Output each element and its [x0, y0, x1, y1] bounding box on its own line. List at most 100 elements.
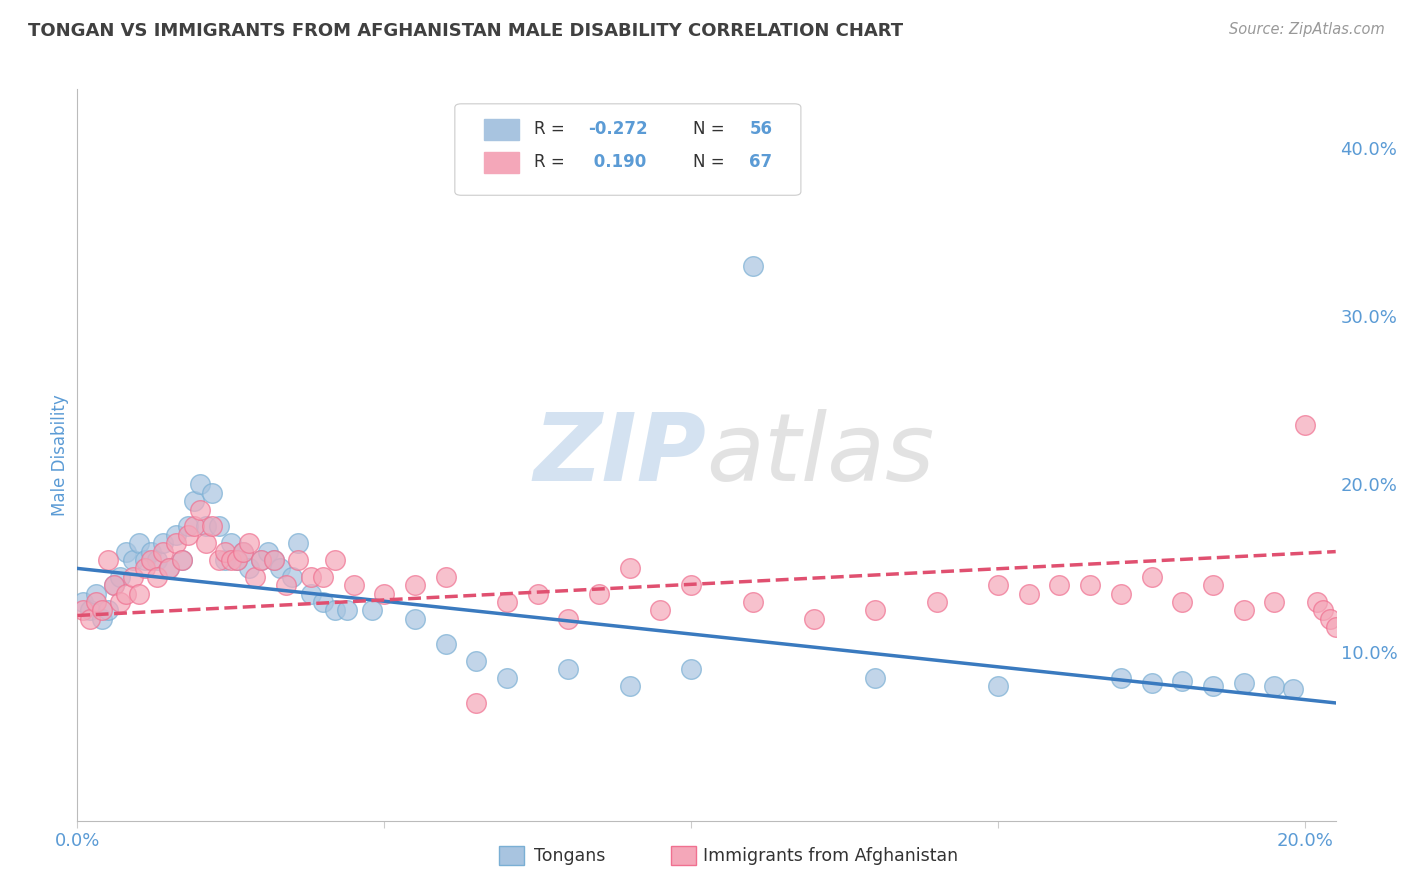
Point — [214, 553, 236, 567]
Point — [152, 544, 174, 558]
Point — [1263, 679, 1285, 693]
Point — [434, 570, 457, 584]
Point — [1171, 674, 1194, 689]
FancyBboxPatch shape — [499, 846, 524, 865]
Point — [139, 544, 162, 558]
Point — [226, 553, 249, 567]
Point — [1281, 682, 1303, 697]
Point — [183, 519, 205, 533]
Point — [1140, 570, 1163, 584]
Point — [134, 553, 156, 567]
Point — [1018, 587, 1040, 601]
Point — [79, 603, 101, 617]
Point — [619, 561, 641, 575]
Point — [287, 536, 309, 550]
Point — [84, 587, 107, 601]
Point — [299, 587, 322, 601]
Point — [72, 595, 94, 609]
Point — [128, 587, 150, 601]
Point — [312, 595, 335, 609]
Point — [232, 544, 254, 558]
Point — [1233, 675, 1256, 690]
Point — [526, 587, 548, 601]
Point — [214, 544, 236, 558]
Y-axis label: Male Disability: Male Disability — [51, 394, 69, 516]
Text: -0.272: -0.272 — [588, 120, 648, 138]
Point — [84, 595, 107, 609]
Point — [165, 536, 187, 550]
Point — [650, 603, 672, 617]
Text: R =: R = — [534, 153, 569, 171]
Text: ZIP: ZIP — [534, 409, 707, 501]
Text: atlas: atlas — [707, 409, 935, 500]
Point — [146, 570, 169, 584]
Point — [110, 595, 132, 609]
Point — [201, 485, 224, 500]
Point — [1171, 595, 1194, 609]
Point — [256, 544, 278, 558]
Point — [1078, 578, 1101, 592]
Point — [434, 637, 457, 651]
Point — [226, 553, 249, 567]
Point — [128, 536, 150, 550]
Point — [250, 553, 273, 567]
Point — [139, 553, 162, 567]
Point — [323, 603, 346, 617]
Point — [404, 612, 426, 626]
Point — [361, 603, 384, 617]
Point — [121, 553, 143, 567]
Point — [1202, 578, 1225, 592]
Point — [404, 578, 426, 592]
Point — [681, 662, 703, 676]
Point — [1306, 595, 1329, 609]
Point — [103, 578, 125, 592]
Point — [557, 612, 579, 626]
Point — [496, 595, 519, 609]
Point — [1049, 578, 1071, 592]
Text: 0.190: 0.190 — [588, 153, 647, 171]
Text: Source: ZipAtlas.com: Source: ZipAtlas.com — [1229, 22, 1385, 37]
Point — [1233, 603, 1256, 617]
Point — [201, 519, 224, 533]
Point — [207, 519, 229, 533]
Point — [681, 578, 703, 592]
Point — [741, 259, 763, 273]
Point — [110, 570, 132, 584]
Point — [238, 561, 260, 575]
Point — [90, 612, 112, 626]
Point — [1140, 675, 1163, 690]
Point — [342, 578, 364, 592]
Point — [925, 595, 948, 609]
Point — [557, 662, 579, 676]
Text: Tongans: Tongans — [534, 847, 606, 865]
Text: TONGAN VS IMMIGRANTS FROM AFGHANISTAN MALE DISABILITY CORRELATION CHART: TONGAN VS IMMIGRANTS FROM AFGHANISTAN MA… — [28, 22, 903, 40]
Point — [121, 570, 143, 584]
Point — [274, 578, 297, 592]
Point — [336, 603, 359, 617]
Point — [987, 679, 1010, 693]
Point — [299, 570, 322, 584]
Point — [619, 679, 641, 693]
Text: R =: R = — [534, 120, 569, 138]
Point — [496, 671, 519, 685]
FancyBboxPatch shape — [456, 103, 801, 195]
Text: N =: N = — [693, 120, 730, 138]
Point — [1109, 587, 1132, 601]
Point — [1294, 418, 1316, 433]
Point — [103, 578, 125, 592]
Point — [115, 587, 138, 601]
Text: 67: 67 — [749, 153, 772, 171]
Point — [157, 561, 180, 575]
Point — [250, 553, 273, 567]
Point — [195, 536, 218, 550]
Point — [373, 587, 395, 601]
Point — [987, 578, 1010, 592]
Point — [232, 544, 254, 558]
Point — [177, 519, 200, 533]
FancyBboxPatch shape — [671, 846, 696, 865]
Point — [1324, 620, 1347, 634]
FancyBboxPatch shape — [484, 153, 519, 172]
Text: 56: 56 — [749, 120, 772, 138]
Point — [170, 553, 193, 567]
Point — [238, 536, 260, 550]
